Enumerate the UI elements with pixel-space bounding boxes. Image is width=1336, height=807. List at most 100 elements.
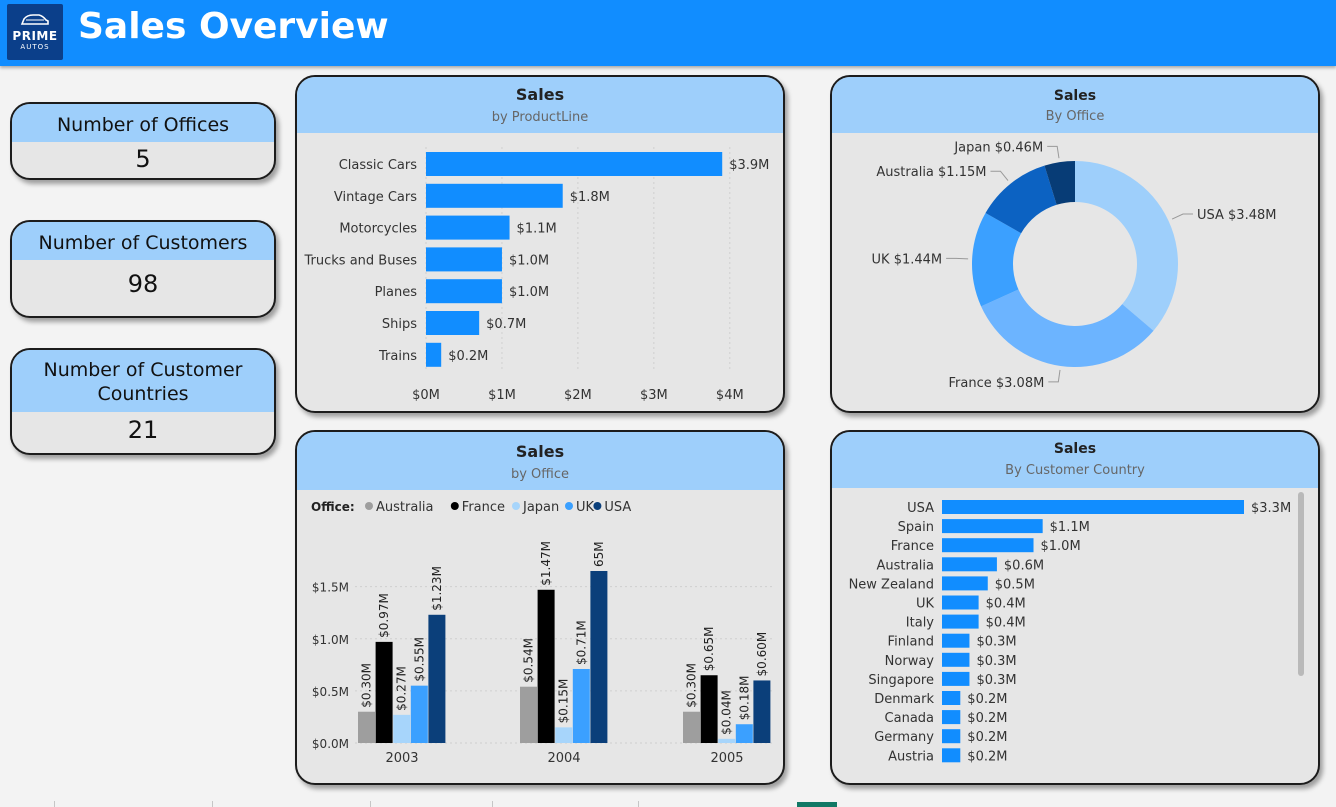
data-label: $0.18M [737, 676, 751, 721]
data-label: $0.55M [412, 637, 426, 682]
category-label: France [891, 539, 934, 554]
data-label: $1.47M [539, 541, 553, 586]
column-bar [572, 668, 590, 743]
legend-label: France [462, 500, 505, 515]
bar [426, 183, 563, 208]
category-label: Ships [382, 317, 417, 332]
column-bar [375, 641, 393, 743]
bar [942, 500, 1244, 514]
column-bar [393, 714, 411, 743]
bar [426, 279, 502, 304]
kpi-label: Number of Customer Countries [12, 350, 274, 412]
sales-by-country-card[interactable]: Sales By Customer Country USA $3.3M Spain $… [830, 430, 1320, 785]
x-tick-label: $4M [716, 388, 744, 403]
data-label: $0.7M [486, 317, 526, 332]
data-label: $0.04M [720, 690, 734, 735]
country-bar-chart: USA $3.3M Spain $1.1M France $1.0M Australia $0… [849, 500, 1291, 764]
data-label: $0.2M [967, 692, 1007, 707]
category-label: Austria [888, 749, 934, 764]
bar [426, 152, 723, 176]
bar [942, 710, 961, 725]
legend-marker [593, 502, 602, 510]
donut-slice [981, 289, 1154, 367]
sales-by-office-year-card[interactable]: Sales by Office Office: Australia France Ja… [295, 430, 785, 785]
car-icon [20, 14, 49, 25]
data-label: $0.4M [986, 616, 1026, 631]
kpi-card-countries[interactable]: Number of Customer Countries 21 [10, 348, 276, 455]
visual-title: Sales [1053, 88, 1097, 104]
report-header: PRIME AUTOS Sales Overview [0, 0, 1336, 66]
bar [942, 595, 979, 610]
office-year-column-chart: Office: Australia France Japan UK USA $0.0M $0.… [311, 500, 772, 766]
data-label: $0.4M [986, 597, 1026, 612]
active-page-tab[interactable] [797, 802, 837, 807]
kpi-card-customers[interactable]: Number of Customers 98 [10, 220, 276, 318]
leader-line [1048, 369, 1061, 383]
data-label: $0.5M [995, 577, 1035, 592]
x-tick-label: $2M [564, 388, 592, 403]
category-label: UK [916, 597, 935, 612]
x-tick-label: 2003 [385, 751, 418, 766]
column-bar [537, 589, 555, 743]
logo-text-prime: PRIME [12, 29, 58, 43]
data-label: $0.60M [755, 632, 769, 677]
bar [942, 671, 970, 686]
logo-text-autos: AUTOS [20, 43, 50, 51]
data-label: $0.27M [395, 666, 409, 711]
bar [426, 215, 510, 240]
data-label: $0.6M [1004, 558, 1044, 573]
data-label: $0.30M [685, 663, 699, 708]
bar [942, 633, 970, 648]
visual-subtitle: By Customer Country [1005, 463, 1145, 478]
data-label: $0.97M [377, 593, 391, 638]
kpi-value: 5 [135, 145, 151, 173]
legend-label: USA [604, 500, 631, 515]
x-tick-label: $1M [488, 388, 516, 403]
slice-label: UK $1.44M [872, 252, 943, 267]
office-donut-chart: USA $3.48M France $3.08M UK $1.44M Australi… [872, 140, 1277, 390]
tab-separator [212, 801, 213, 807]
tab-separator [370, 801, 371, 807]
data-label: $1.1M [1050, 520, 1090, 535]
leader-line [946, 257, 969, 260]
y-tick-label: $1.5M [312, 581, 349, 595]
data-label: $0.2M [967, 711, 1007, 726]
category-label: Spain [898, 520, 934, 535]
column-bar [700, 675, 718, 743]
column-bar [683, 711, 700, 743]
kpi-value: 21 [127, 416, 159, 444]
column-bar [753, 680, 771, 743]
category-label: Vintage Cars [334, 190, 417, 205]
country-scrollbar[interactable] [1298, 492, 1304, 676]
bar [942, 538, 1034, 553]
column-bar [718, 738, 736, 743]
column-bar [590, 571, 608, 743]
category-label: Denmark [874, 692, 934, 707]
column-bar [428, 614, 446, 743]
donut-slice [985, 165, 1057, 234]
data-label: $1.23M [430, 566, 444, 611]
visual-subtitle: by ProductLine [491, 110, 589, 125]
bar [942, 748, 961, 763]
data-label: $0.2M [448, 349, 488, 364]
data-label: $0.3M [976, 654, 1016, 669]
category-label: Singapore [868, 673, 934, 688]
bar [942, 614, 979, 629]
category-label: Finland [888, 635, 934, 650]
donut-slice [972, 212, 1022, 307]
category-label: Australia [876, 558, 934, 573]
data-label: $1.0M [509, 253, 549, 268]
legend-marker [365, 502, 373, 510]
sales-by-office-donut-card[interactable]: Sales By Office USA $3.48M France $3.08M U… [830, 75, 1320, 413]
category-label: Planes [375, 285, 418, 300]
kpi-label: Number of Customers [12, 222, 274, 260]
data-label: 65M [592, 541, 606, 567]
bar [426, 311, 480, 335]
visual-subtitle: by Office [510, 467, 570, 482]
sales-by-productline-card[interactable]: Sales by ProductLine $0M $1M $2M $3M $4M Clas… [295, 75, 785, 413]
data-label: $0.30M [360, 663, 374, 708]
x-tick-label: $3M [640, 388, 668, 403]
kpi-card-offices[interactable]: Number of Offices 5 [10, 102, 276, 180]
data-label: $1.8M [570, 190, 610, 205]
bar [942, 691, 961, 705]
